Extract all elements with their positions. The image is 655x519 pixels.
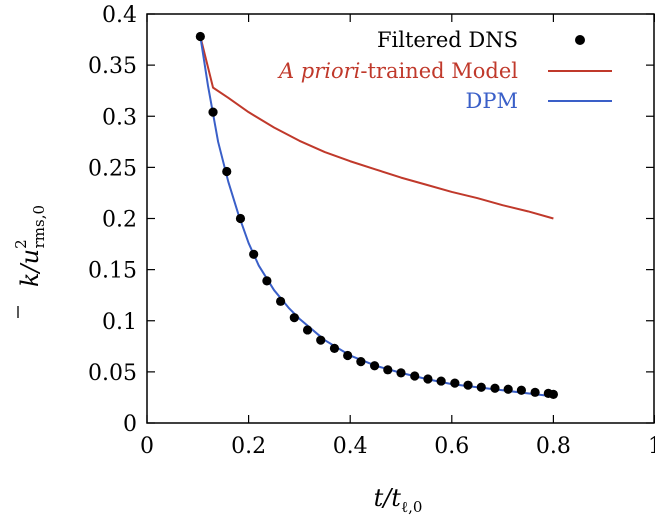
y-tick-label: 0.05 [88,361,137,386]
data-point-filtered-dns [208,107,218,117]
y-tick-label: 0.4 [102,3,137,28]
data-point-filtered-dns [222,166,232,177]
chart-marks [195,31,559,399]
series-line-a-priori-model [199,36,554,220]
data-point-filtered-dns [249,249,259,259]
data-point-filtered-dns [369,361,380,371]
data-point-filtered-dns [316,335,326,345]
y-axis-label-subscript: rms,0 [30,205,48,248]
data-point-filtered-dns [423,374,433,384]
x-tick-label: 0.8 [536,434,571,459]
x-tick-label: 0.4 [333,434,368,459]
x-tick-label: 0.6 [434,434,469,459]
legend-label-filtered-dns: Filtered DNS [377,28,518,52]
y-axis-label-main: k/u [16,249,44,287]
x-tick-label: 1 [648,434,655,459]
data-point-filtered-dns [548,389,559,399]
x-axis-label: t/tℓ,0 [374,484,423,516]
legend-label-italic-part: A priori [277,59,360,83]
y-tick-label: 0.2 [102,208,137,233]
y-tick-label: 0.25 [88,156,137,181]
y-axis-label: k/u2rms,0 [12,205,48,287]
data-point-filtered-dns [503,384,513,394]
data-point-filtered-dns [436,376,446,386]
data-point-filtered-dns [276,296,286,306]
x-tick-label: 0.2 [231,434,266,459]
legend: Filtered DNS A priori-trained Model DPM [277,28,612,113]
y-axis-label-group: k/u2rms,0 [12,205,48,318]
y-tick-label: 0 [123,412,137,437]
data-point-filtered-dns [530,387,540,397]
legend-label-rest-part: -trained Model [360,59,518,83]
data-point-filtered-dns [302,325,313,335]
axis-ticks: 0 0.2 0.4 0.6 0.8 1 0 0.05 0.1 0.15 0.2 0.25 0.3 0.35… [88,3,655,459]
y-tick-label: 0.35 [88,54,137,79]
data-point-filtered-dns [235,213,246,224]
data-point-filtered-dns [450,378,460,388]
data-point-filtered-dns [289,313,299,323]
x-axis-label-subscript: ℓ,0 [401,498,423,516]
data-point-filtered-dns [262,276,272,286]
data-point-filtered-dns [195,31,205,42]
data-point-filtered-dns [396,368,406,378]
y-axis-label-superscript: 2 [12,239,30,249]
data-point-filtered-dns [463,380,473,390]
data-point-filtered-dns [343,350,353,361]
y-tick-label: 0.3 [102,105,137,130]
data-point-filtered-dns [410,371,420,381]
x-tick-label: 0 [140,434,154,459]
data-point-filtered-dns [329,343,340,353]
series-line-dpm [199,36,554,398]
data-point-filtered-dns [490,383,500,393]
legend-label-dpm: DPM [466,89,518,113]
data-point-filtered-dns [356,357,366,367]
legend-marker-filtered-dns [575,35,585,45]
data-point-filtered-dns [383,365,393,375]
y-tick-label: 0.15 [88,259,137,284]
y-tick-label: 0.1 [102,310,137,335]
x-axis-label-main: t/t [374,484,402,512]
legend-label-a-priori-model: A priori-trained Model [277,59,518,83]
data-point-filtered-dns [516,385,526,395]
data-point-filtered-dns [476,382,486,392]
